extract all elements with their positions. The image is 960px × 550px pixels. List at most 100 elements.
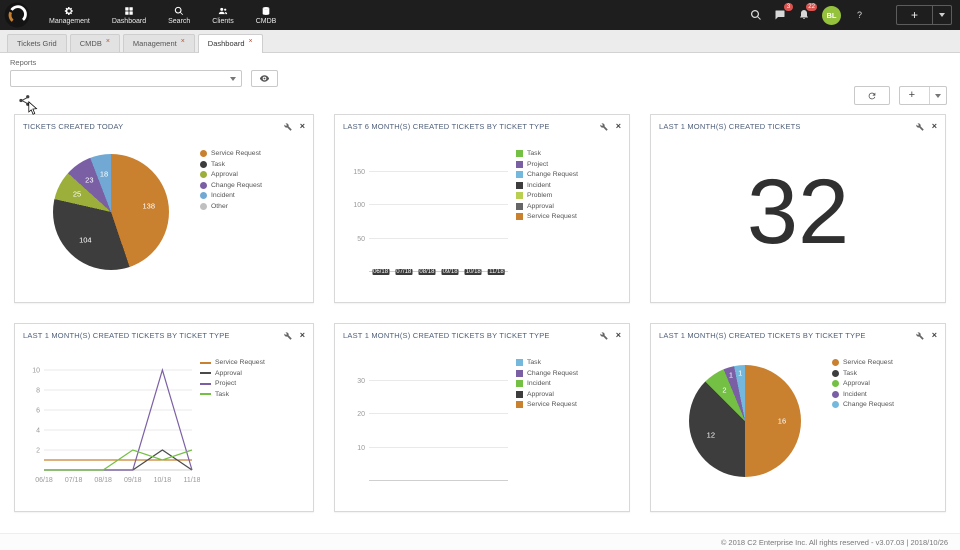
tab-close-icon[interactable]: × (180, 38, 185, 45)
line-widget: 2 4 6 8 10 06/18 07/18 08/18 09/18 10/18 11/18 Serv… (22, 346, 306, 496)
legend-marker (516, 213, 523, 220)
tab-close-icon[interactable]: × (105, 38, 110, 45)
wrench-icon[interactable] (284, 331, 292, 340)
legend-marker (516, 160, 523, 168)
tab-close-icon[interactable]: × (248, 38, 253, 45)
logo-swirl-icon (4, 2, 30, 28)
legend-item: Other (200, 202, 306, 210)
legend-item: Approval (516, 202, 622, 210)
wrench-icon[interactable] (600, 122, 608, 131)
legend-label: Incident (843, 390, 867, 398)
legend-item: Approval (200, 370, 306, 377)
legend-item: Approval (200, 171, 306, 178)
widget-title: LAST 1 MONTH(S) CREATED TICKETS BY TICKE… (343, 331, 550, 340)
add-button[interactable]: + (910, 8, 918, 22)
wrench-icon[interactable] (600, 331, 608, 340)
x-axis-label: 10/18 (154, 477, 172, 484)
widget-actions: × (284, 122, 305, 131)
gridline (369, 204, 508, 206)
close-icon[interactable]: × (615, 330, 621, 340)
gridline (369, 171, 508, 172)
close-icon[interactable]: × (931, 121, 937, 131)
legend-item: Service Request (516, 401, 622, 408)
legend-label: Task (211, 160, 225, 168)
legend-item: Project (200, 380, 306, 387)
dashboard-grid-icon (124, 6, 134, 16)
nav-search[interactable]: Search (157, 0, 201, 30)
legend-marker (200, 171, 207, 178)
magnifier-icon (174, 6, 184, 16)
widget-title: LAST 1 MONTH(S) CREATED TICKETS BY TICKE… (23, 331, 230, 340)
legend-marker (516, 359, 523, 366)
x-axis-label: 09/18 (441, 269, 459, 275)
tab-label: Dashboard (207, 39, 245, 48)
y-axis-label: 8 (36, 388, 40, 395)
nav-cmdb[interactable]: CMDB (245, 0, 288, 30)
nav-management[interactable]: Management (38, 0, 101, 30)
wrench-icon[interactable] (916, 331, 924, 340)
add-widget-dropdown[interactable] (929, 87, 946, 104)
tab-cmdb[interactable]: CMDB × (69, 34, 120, 52)
y-axis-label: 10 (32, 368, 40, 375)
nav-label: Clients (212, 17, 234, 25)
wrench-icon[interactable] (284, 122, 292, 131)
widget-header: LAST 1 MONTH(S) CREATED TICKETS BY TICKE… (335, 324, 629, 344)
add-dropdown-button[interactable] (932, 6, 951, 24)
add-widget-split-button: + (898, 86, 947, 105)
legend-marker (516, 369, 523, 377)
x-axis-label: 07/18 (65, 477, 83, 484)
tab-strip: Tickets Grid CMDB × Management × Dashboa… (0, 30, 960, 53)
legend-label: Service Request (527, 213, 577, 220)
legend-label: Incident (527, 380, 551, 387)
chat-icon[interactable]: 3 (774, 3, 793, 21)
y-axis-label: 100 (353, 202, 365, 210)
app-logo[interactable] (4, 2, 30, 28)
share-row (10, 94, 950, 115)
pie-zone: 138 104 25 23 18 (22, 137, 200, 287)
refresh-button[interactable] (853, 86, 890, 105)
legend-label: Change Request (527, 369, 579, 377)
legend-marker (516, 192, 523, 199)
legend-item: Task (200, 160, 306, 168)
legend-item: Service Request (832, 359, 938, 366)
y-axis-label: 20 (357, 411, 365, 419)
close-icon[interactable]: × (299, 330, 305, 340)
legend-label: Other (211, 202, 228, 210)
x-axis-label: 06/18 (372, 269, 390, 275)
legend-item: Approval (516, 390, 622, 398)
widget-last-month-by-type-line: LAST 1 MONTH(S) CREATED TICKETS BY TICKE… (14, 323, 314, 512)
help-icon[interactable]: ? (856, 10, 862, 20)
legend-label: Service Request (211, 150, 261, 157)
user-avatar[interactable]: BL (821, 5, 841, 25)
share-icon[interactable] (18, 94, 31, 107)
close-icon[interactable]: × (299, 121, 305, 131)
legend-marker (200, 150, 207, 157)
close-icon[interactable]: × (615, 121, 621, 131)
search-icon[interactable] (750, 9, 762, 21)
preview-button[interactable] (251, 70, 278, 87)
legend-item: Incident (516, 181, 622, 189)
gridline (369, 380, 508, 381)
add-widget-button[interactable]: + (900, 87, 924, 104)
y-axis-label: 150 (353, 169, 365, 176)
nav-clients[interactable]: Clients (201, 0, 244, 30)
nav-dashboard[interactable]: Dashboard (101, 0, 157, 30)
bell-icon[interactable]: 22 (798, 3, 817, 21)
widget-last-6-months-by-type: LAST 6 MONTH(S) CREATED TICKETS BY TICKE… (334, 114, 630, 303)
wrench-icon[interactable] (916, 122, 924, 131)
legend-marker (200, 361, 211, 364)
legend-marker (516, 202, 523, 210)
legend-marker (516, 181, 523, 189)
tab-management[interactable]: Management × (122, 34, 195, 52)
legend-marker (832, 401, 839, 408)
close-icon[interactable]: × (931, 330, 937, 340)
x-axis-label: 11/18 (430, 471, 447, 478)
bar-column: 08/18 (415, 152, 438, 275)
report-select[interactable] (10, 70, 242, 87)
tab-dashboard[interactable]: Dashboard × (197, 34, 263, 53)
tab-tickets-grid[interactable]: Tickets Grid (7, 34, 67, 52)
widget-actions: × (916, 122, 937, 131)
pie-slice-label: 16 (777, 416, 787, 426)
bar-plot: 50 100 150 06/18 07/18 08/18 09/18 10/18 11/18 (353, 152, 508, 275)
widget-last-month-count: LAST 1 MONTH(S) CREATED TICKETS × 32 (650, 114, 946, 303)
